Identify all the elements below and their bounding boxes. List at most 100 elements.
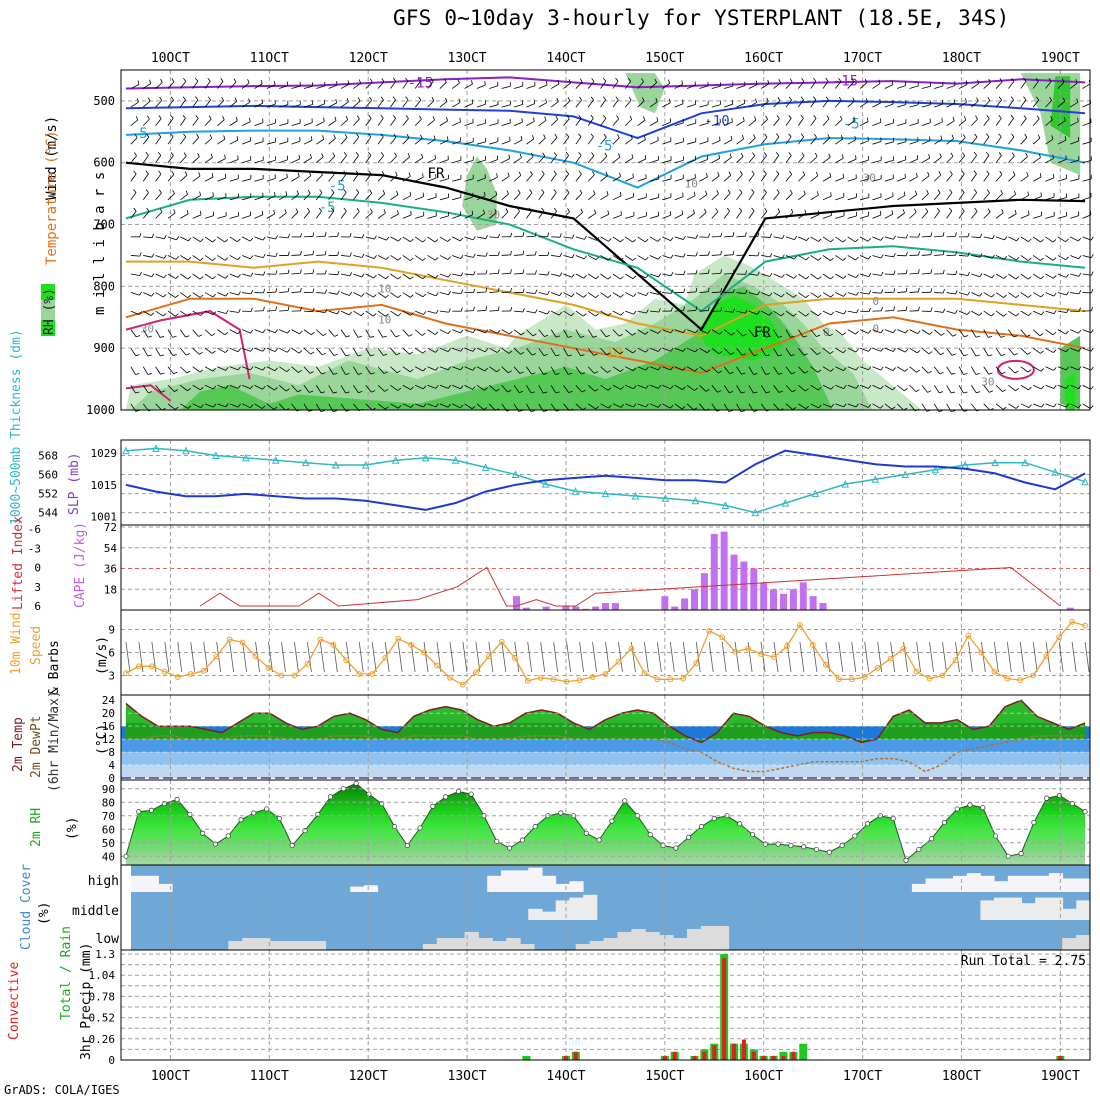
wind-barb bbox=[892, 348, 896, 352]
wind-barb bbox=[371, 641, 377, 673]
wind-barb bbox=[414, 118, 422, 126]
wind-barb bbox=[315, 366, 322, 375]
wind-barb bbox=[979, 273, 983, 277]
wind-barb bbox=[587, 347, 594, 356]
wind-barb bbox=[357, 335, 362, 338]
wind-speed-point bbox=[447, 674, 453, 681]
isotherm-line bbox=[125, 129, 1086, 189]
wind-barb bbox=[204, 403, 214, 408]
wind-barb bbox=[186, 209, 189, 215]
x-tick-label-bottom: 18OCT bbox=[942, 1069, 981, 1084]
wind-barb bbox=[340, 329, 347, 338]
wind-barb bbox=[1090, 347, 1094, 352]
wind-barb bbox=[130, 210, 137, 219]
wind-barb bbox=[414, 329, 423, 336]
wind-barb bbox=[827, 134, 830, 139]
wind-barb bbox=[855, 256, 859, 261]
wind-barb bbox=[1091, 306, 1093, 311]
wind-barb bbox=[926, 189, 929, 194]
wind-barb bbox=[204, 273, 213, 280]
y-tick-label: 0 bbox=[108, 1054, 115, 1067]
wind-barb bbox=[630, 134, 633, 139]
wind-barb bbox=[904, 173, 906, 178]
wind-barb bbox=[736, 192, 743, 201]
wind-barb bbox=[593, 353, 598, 356]
wind-barb bbox=[896, 212, 905, 219]
wind-barb bbox=[884, 347, 894, 352]
wind-barb bbox=[637, 273, 646, 279]
wind-barb bbox=[180, 174, 188, 182]
precip-convective-bar bbox=[712, 1045, 717, 1060]
wind-barb bbox=[320, 410, 325, 412]
wind-barb bbox=[625, 215, 635, 219]
wind-barb bbox=[279, 85, 288, 89]
wind-barb bbox=[940, 332, 945, 336]
wind-barb bbox=[254, 102, 263, 108]
wind-barb bbox=[333, 391, 338, 394]
wind-barb bbox=[942, 308, 946, 313]
wind-barb bbox=[530, 391, 536, 394]
wind-barb bbox=[538, 120, 547, 126]
wind-barb bbox=[254, 403, 263, 409]
wind-barb bbox=[788, 152, 792, 156]
wind-barb bbox=[592, 641, 597, 673]
wind-barb bbox=[805, 405, 810, 410]
wind-barb bbox=[345, 354, 350, 357]
wind-barb bbox=[942, 250, 945, 255]
wind-barb bbox=[637, 255, 646, 261]
wind-barb bbox=[383, 371, 388, 374]
wind-barb bbox=[587, 118, 594, 126]
wind-barb bbox=[1053, 292, 1057, 297]
wind-barb bbox=[798, 292, 806, 299]
wind-barb bbox=[167, 81, 175, 89]
wind-barb bbox=[736, 310, 746, 314]
wind-barb bbox=[773, 292, 782, 298]
wind-barb bbox=[578, 133, 582, 138]
wind-barb bbox=[393, 133, 397, 138]
wind-barb bbox=[361, 253, 365, 258]
wind-barb bbox=[192, 118, 199, 126]
wind-barb bbox=[793, 255, 798, 260]
wind-barb bbox=[138, 311, 142, 315]
wind-barb bbox=[909, 347, 918, 354]
wind-barb bbox=[158, 170, 162, 175]
cloud-block bbox=[436, 938, 452, 950]
wind-barb bbox=[508, 154, 511, 159]
wind-barb bbox=[761, 292, 770, 297]
wind-barb bbox=[835, 384, 844, 389]
wind-barb bbox=[998, 114, 1002, 119]
wind-barb bbox=[402, 403, 412, 408]
wind-barb bbox=[918, 287, 920, 292]
x-tick-label-bottom: 17OCT bbox=[843, 1069, 882, 1084]
cape-bar bbox=[710, 533, 718, 610]
wind-barb bbox=[242, 159, 251, 164]
wind-barb bbox=[717, 172, 720, 177]
wind-barb bbox=[262, 329, 266, 334]
wind-barb bbox=[550, 192, 557, 201]
wind-barb bbox=[187, 257, 192, 261]
wind-barb bbox=[130, 173, 137, 182]
wind-speed-point bbox=[408, 641, 414, 648]
wind-barb bbox=[915, 389, 920, 393]
wind-speed-point bbox=[148, 663, 155, 670]
wind-barb bbox=[1008, 118, 1014, 126]
wind-barb bbox=[217, 100, 224, 108]
wind-barb bbox=[818, 312, 822, 317]
wind-barb bbox=[682, 367, 686, 371]
wind-barb bbox=[130, 155, 137, 163]
wind-barb bbox=[262, 366, 266, 371]
wind-barb bbox=[1023, 96, 1027, 101]
wind-barb bbox=[526, 235, 536, 238]
cloud-block bbox=[645, 932, 660, 950]
upper-air-panel: -15-15-10-5-5-5-5FRFR10301010003010-5300… bbox=[41, 69, 1094, 417]
wind-barb bbox=[142, 366, 149, 375]
wind-barb bbox=[619, 191, 622, 197]
wind-barb bbox=[847, 100, 855, 108]
wind-barb bbox=[192, 273, 201, 280]
wind-barb bbox=[460, 366, 464, 371]
wind-barb bbox=[563, 155, 569, 163]
wind-barb bbox=[142, 136, 150, 145]
wind-barb bbox=[962, 152, 966, 156]
wind-barb bbox=[612, 118, 620, 126]
wind-barb bbox=[835, 236, 843, 243]
